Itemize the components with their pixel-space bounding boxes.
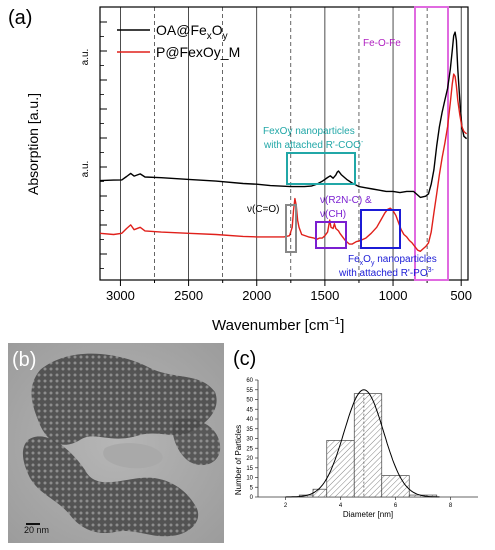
panel-label-b: (b): [12, 349, 36, 371]
y-tick-label-upper: a.u.: [80, 49, 91, 66]
histogram-bar: [312, 488, 328, 498]
tem-image-panel: (b) 20 nm: [8, 343, 224, 543]
x-tick-label: 500: [450, 288, 472, 303]
histogram-y-tick-label: 50: [246, 398, 253, 404]
histogram-y-tick-label: 10: [246, 476, 253, 482]
panel-label-a: (a): [8, 7, 32, 29]
histogram-x-tick-label: 8: [449, 503, 453, 509]
r2nc-region-box: [315, 221, 347, 249]
histogram-y-tick-label: 15: [246, 466, 253, 472]
histogram-y-tick-label: 60: [246, 378, 253, 384]
histogram-x-tick-label: 2: [284, 503, 288, 509]
histogram-y-tick-label: 40: [246, 417, 253, 423]
coo-label-line2: with attached R'-COO-: [263, 139, 364, 151]
spectrum-line-oa: [99, 31, 468, 199]
gaussian-fit: [285, 389, 440, 498]
r2nc-label-line2: ν(CH): [320, 209, 346, 220]
histogram-y-tick-label: 20: [246, 456, 253, 462]
histogram-bar: [326, 440, 355, 498]
y-tick-label-lower: a.u.: [80, 161, 91, 178]
panel-label-c: (c): [233, 348, 256, 370]
x-tick-label: 3000: [106, 288, 135, 303]
x-tick-label: 2000: [242, 288, 271, 303]
histogram-y-tick-label: 35: [246, 427, 253, 433]
histogram-bars: [298, 393, 438, 498]
legend-label-oa: OA@FexOy: [156, 22, 228, 42]
histogram-y-label: Number of Particles: [234, 425, 243, 495]
histogram-x-tick-label: 6: [394, 503, 398, 509]
histogram-y-tick-label: 45: [246, 407, 253, 413]
r2nc-label-line1: ν(R2N-C) &: [320, 195, 372, 206]
po-region-box: [360, 209, 401, 249]
y-axis-ticks: [100, 21, 107, 269]
scale-bar-label: 20 nm: [24, 525, 49, 535]
coo-label-line1: FexOy nanoparticles: [263, 126, 355, 137]
histogram-y-tick-label: 0: [250, 495, 254, 501]
legend-label-p: P@FexOy_M: [156, 44, 240, 60]
histogram-x-label: Diameter [nm]: [343, 510, 393, 519]
co-label: ν(C=O): [247, 204, 280, 215]
coo-region-box: [286, 152, 356, 185]
histogram-bar: [381, 475, 410, 498]
co-region-box: [285, 204, 297, 253]
po-label-line1: FexOy nanoparticles: [348, 254, 437, 267]
x-axis-label: Wavenumber [cm−1]: [212, 316, 344, 334]
histogram-bar: [353, 393, 383, 498]
y-axis-label: Absorption [a.u.]: [25, 93, 41, 195]
x-tick-label: 1500: [310, 288, 339, 303]
tem-nanoparticle-clusters: [22, 353, 221, 537]
histogram-x-tick-label: 4: [339, 503, 343, 509]
po-label-line2: with attached R'-PO3-: [338, 267, 435, 279]
histogram-y-tick-label: 30: [246, 437, 253, 443]
histogram-y-tick-label: 25: [246, 446, 253, 452]
histogram-y-tick-label: 5: [250, 485, 254, 491]
histogram-y-tick-label: 55: [246, 388, 253, 394]
x-tick-label: 1000: [379, 288, 408, 303]
x-axis-ticks: 3000 2500 2000 1500 1000 500: [106, 280, 472, 303]
gaussian-fit-curve: [285, 389, 440, 498]
size-histogram-panel: (c) 0 5 10 15 20 25 30 35 40 45 50 55 60 2 4 6 8 Number …: [233, 348, 478, 519]
plot-frame: [99, 6, 469, 281]
spectrum-line-p: [99, 73, 468, 252]
legend: OA@FexOy P@FexOy_M: [117, 22, 240, 60]
feofe-label: Fe-O-Fe: [363, 38, 401, 49]
ir-spectrum-panel: (a) 3000 2500 2000 1500 1000 500 Fe-O-Fe FexO…: [8, 6, 472, 334]
x-tick-label: 2500: [174, 288, 203, 303]
grid-lines: [120, 7, 462, 280]
feofe-region-box: [414, 6, 449, 281]
